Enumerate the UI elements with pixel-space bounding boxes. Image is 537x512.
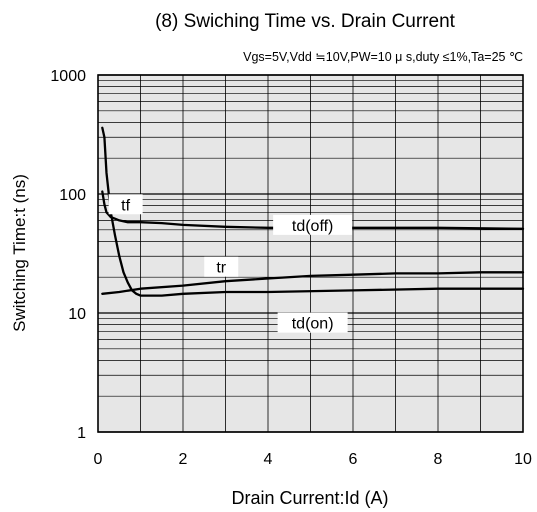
annotation-label: td(off) (292, 218, 334, 235)
annotation-box (277, 312, 348, 333)
chart-subtitle: Vgs=5V,Vdd ≒10V,PW=10 μ s,duty ≤1%,Ta=25… (243, 50, 523, 64)
x-tick-label: 0 (94, 451, 103, 468)
x-tick-label: 8 (434, 451, 443, 468)
x-tick-label: 10 (514, 451, 532, 468)
annotation-label: tr (216, 260, 226, 277)
x-tick-labels: 0 2 4 6 8 10 (94, 451, 532, 468)
x-tick-label: 4 (264, 451, 273, 468)
y-tick-label: 1000 (50, 68, 86, 85)
y-tick-labels: 1 10 100 1000 (50, 68, 86, 442)
annotation-label: td(on) (292, 316, 334, 333)
chart-title: (8) Swiching Time vs. Drain Current (155, 11, 456, 32)
y-axis-label: Switching Time:t (ns) (10, 174, 29, 332)
annotation-box (108, 194, 143, 215)
x-tick-label: 6 (349, 451, 358, 468)
x-axis-label: Drain Current:Id (A) (231, 488, 388, 508)
annotation-label: tf (121, 197, 130, 214)
y-tick-label: 100 (59, 187, 86, 204)
annotation-box (273, 214, 353, 235)
x-tick-label: 2 (179, 451, 188, 468)
y-tick-label: 1 (77, 425, 86, 442)
annotation-box (204, 256, 239, 277)
annotation-group: tf td(off) tr td(on) (108, 194, 353, 333)
series-line-td-off (101, 271, 525, 295)
y-tick-label: 10 (68, 306, 86, 323)
plot-border (97, 74, 524, 433)
